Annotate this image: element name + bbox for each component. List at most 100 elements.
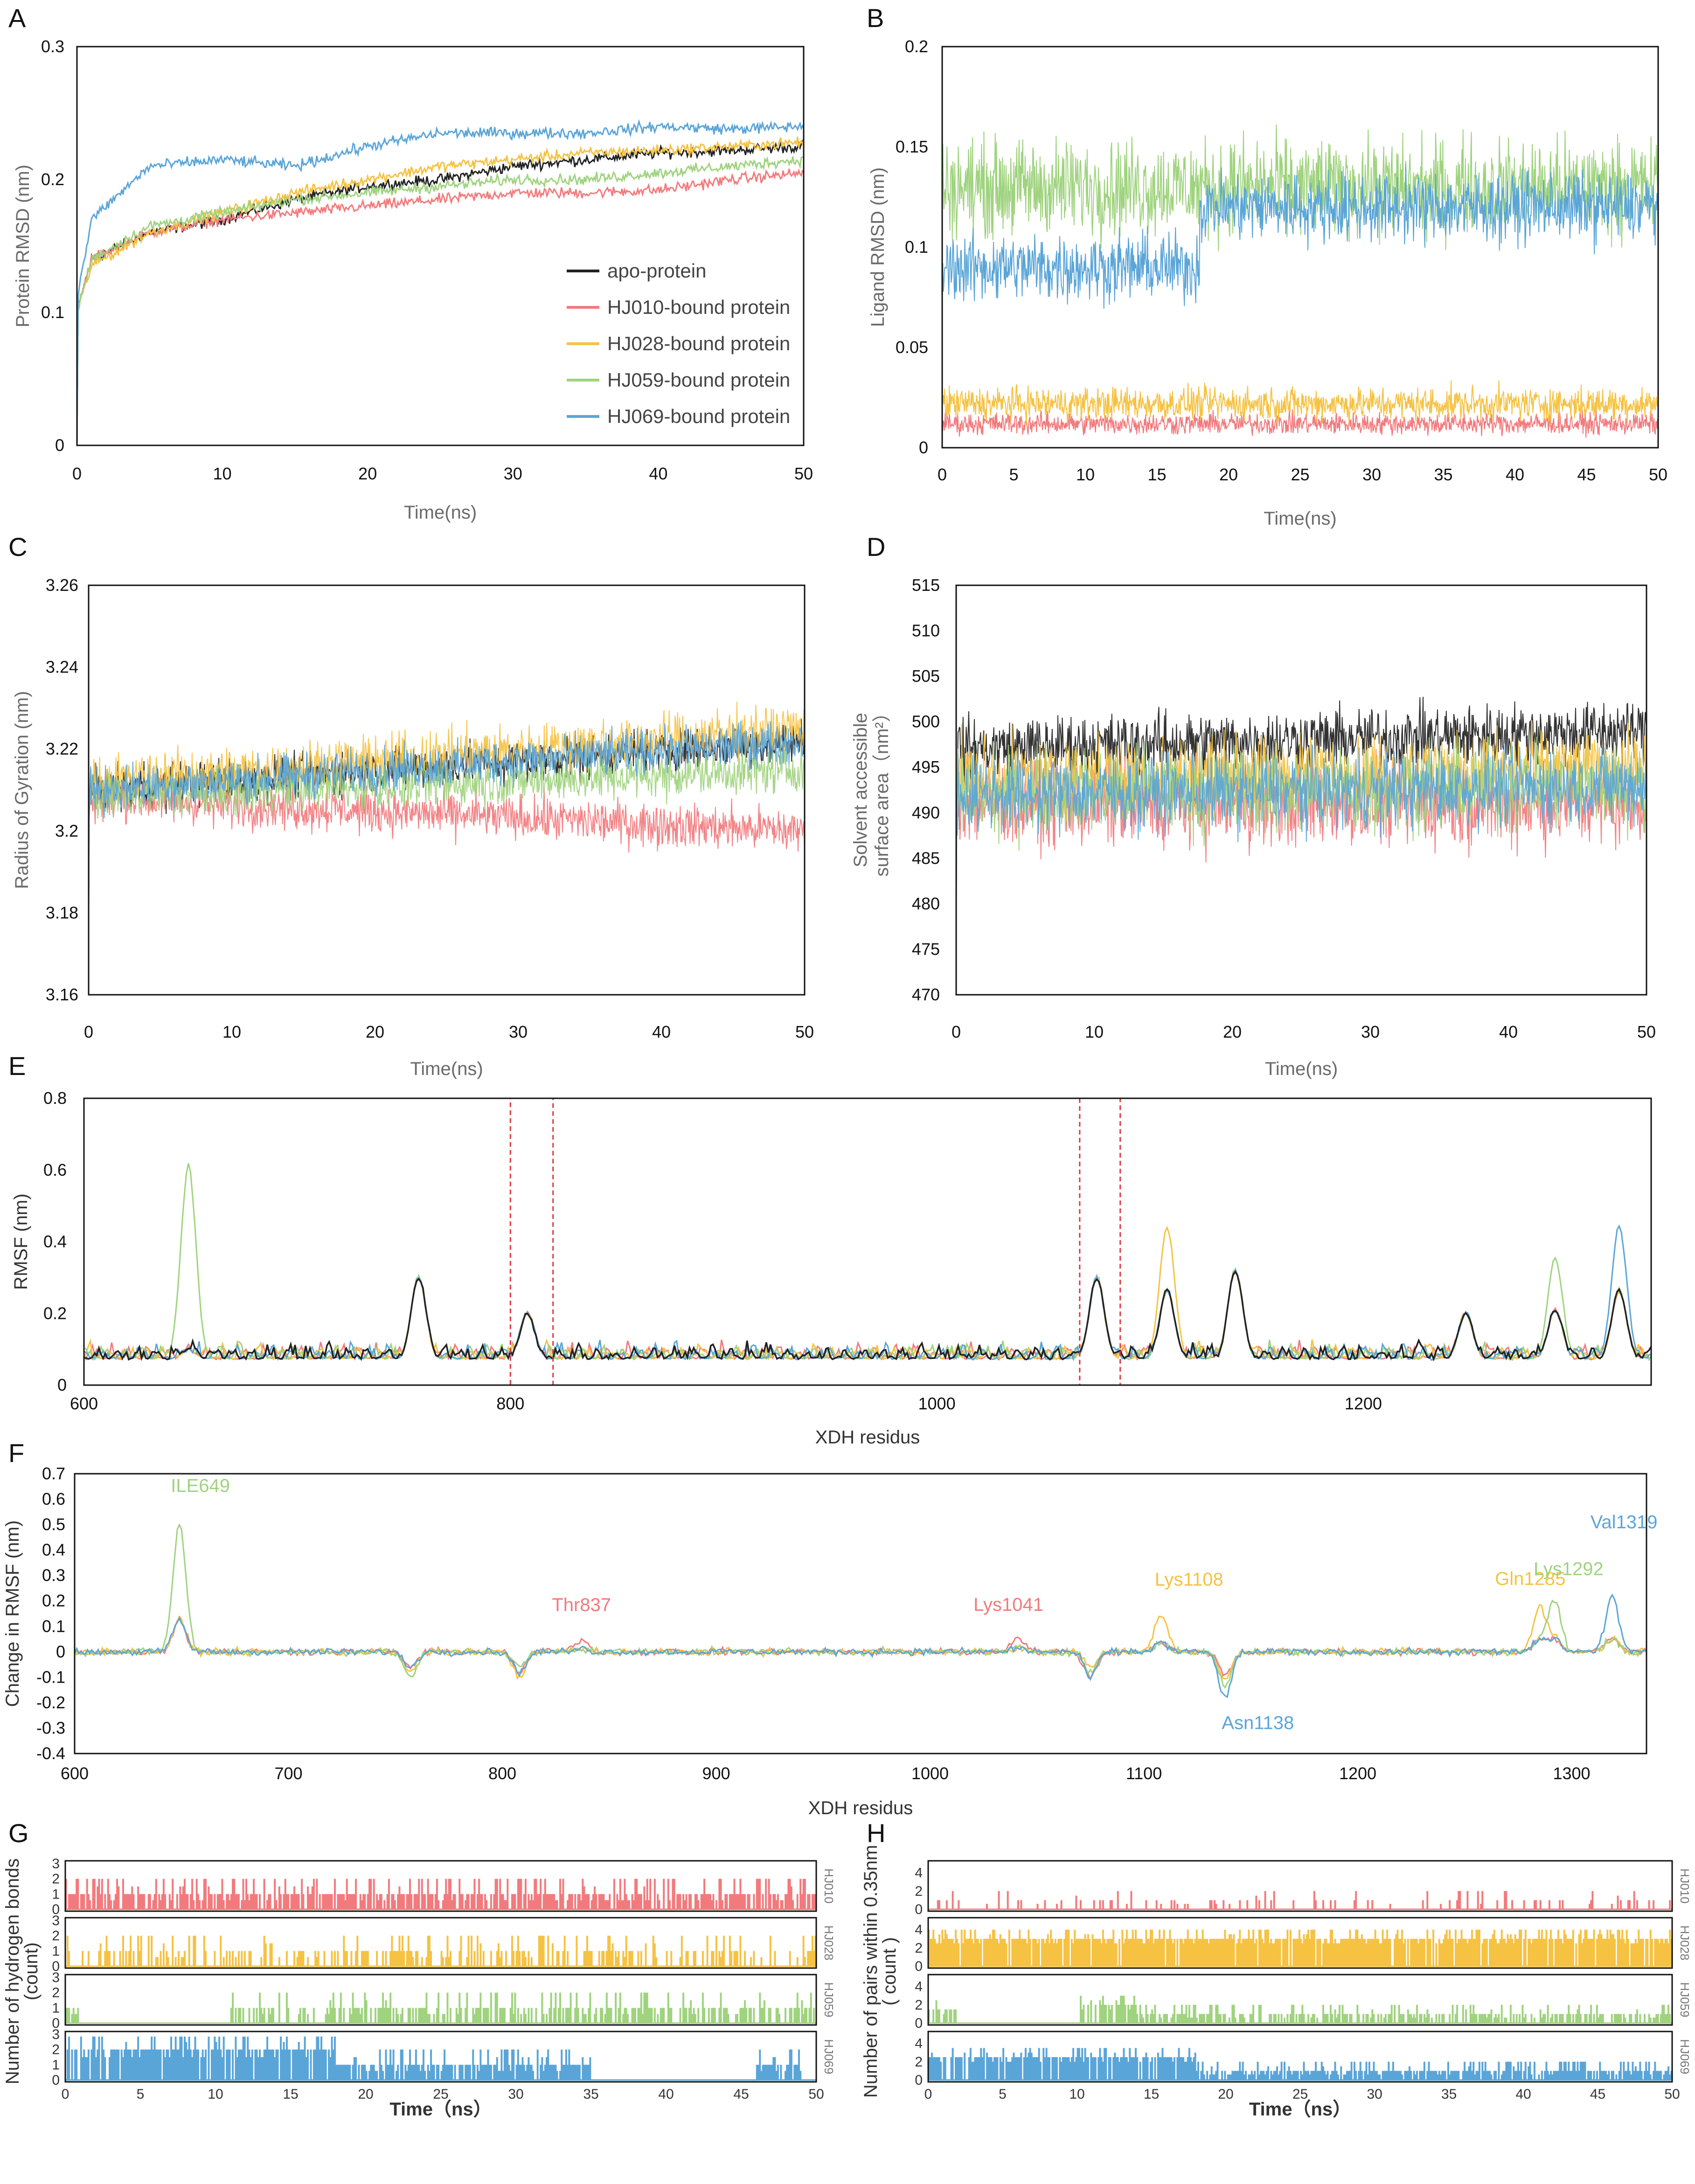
strip-frame <box>927 2031 1673 2083</box>
x-axis-label: Time(ns) <box>410 1059 483 1079</box>
strip-frame <box>64 2031 817 2083</box>
y-axis-label: Change in RMSF (nm) <box>2 1520 23 1707</box>
y-tick-label: 0.05 <box>896 338 928 357</box>
x-tick-label: 10 <box>213 464 232 483</box>
x-tick-label: 10 <box>222 1022 241 1041</box>
panel-letter-F: F <box>8 1438 24 1468</box>
y-tick-label: 0.2 <box>905 37 928 56</box>
y-tick-label: -0.3 <box>36 1718 65 1737</box>
y-tick-label: 0.2 <box>42 1591 65 1610</box>
series-line-hj028 <box>75 1604 1646 1680</box>
panel-letter-A: A <box>8 3 26 33</box>
y-tick-label: 480 <box>912 894 940 913</box>
y-tick-label: 0.1 <box>42 1616 65 1636</box>
y-tick-label: 0 <box>915 2016 923 2031</box>
x-tick-label: 10 <box>1069 2087 1084 2102</box>
annotation-label: Lys1108 <box>1155 1569 1223 1590</box>
x-tick-label: 40 <box>1515 2087 1531 2102</box>
y-tick-label: -0.1 <box>36 1667 65 1686</box>
annotation-label: Asn1138 <box>1222 1713 1294 1733</box>
series-line-hj028 <box>89 701 805 954</box>
series-line-hj028 <box>942 380 1658 426</box>
x-tick-label: 45 <box>1577 465 1596 484</box>
strip-label: HJ028 <box>822 1925 836 1960</box>
annotation-label: Thr837 <box>552 1595 611 1615</box>
panel-a: 0 10 20 30 40 50 0 0.1 0.2 0.3 Time(ns) Protein RMS… <box>13 37 813 523</box>
y-tick-label: 3.18 <box>46 903 78 922</box>
y-tick-label: 0 <box>52 1902 60 1917</box>
x-tick-label: 15 <box>283 2087 298 2102</box>
x-tick-label: 45 <box>733 2087 749 2102</box>
x-tick-label: 1200 <box>1345 1394 1382 1413</box>
x-tick-label: 30 <box>504 464 522 483</box>
y-tick-label: 510 <box>912 621 940 640</box>
y-tick-label: 0.4 <box>43 1232 67 1251</box>
panel-letter-D: D <box>867 532 885 562</box>
panel-f: 600 700 800 900 1000 1100 1200 1300 -0.4 -0.3 -0.2… <box>2 1464 1658 1818</box>
x-tick-label: 5 <box>999 2087 1007 2102</box>
x-tick-label: 0 <box>924 2087 932 2102</box>
x-tick-label: 0 <box>72 464 82 483</box>
series-line-hj069 <box>89 721 805 954</box>
y-tick-label: 3.26 <box>46 575 78 595</box>
series-line-hj059 <box>77 156 804 445</box>
panel-b: 0 5 10 15 20 25 30 35 40 45 50 0 0.05 0.1 0.15 0.2 Time(… <box>868 37 1667 529</box>
x-tick-label: 10 <box>1076 465 1095 484</box>
x-tick-label: 25 <box>433 2087 448 2102</box>
x-tick-label: 0 <box>952 1022 961 1041</box>
x-tick-label: 40 <box>652 1022 671 1041</box>
y-tick-label: 505 <box>912 666 940 686</box>
x-tick-label: 1200 <box>1339 1764 1376 1783</box>
y-tick-label: 0 <box>915 1959 923 1974</box>
x-axis-label: XDH residus <box>808 1798 913 1818</box>
strip-label: HJ059 <box>1678 1982 1692 2017</box>
y-tick-label: 0.3 <box>41 37 64 56</box>
x-tick-label: 50 <box>795 1022 814 1041</box>
x-tick-label: 5 <box>137 2087 145 2102</box>
annotation-label: Lys1292 <box>1534 1559 1604 1580</box>
x-tick-label: 40 <box>1506 465 1524 484</box>
panel-c: 0 10 20 30 40 50 3.16 3.18 3.2 3.22 3.24 3.26 Time(n… <box>12 575 814 1079</box>
panel-letter-G: G <box>8 1818 29 1848</box>
x-tick-label: 50 <box>1664 2087 1680 2102</box>
x-tick-label: 0 <box>938 465 947 484</box>
x-tick-label: 700 <box>274 1764 302 1783</box>
x-tick-label: 1300 <box>1553 1764 1590 1783</box>
y-tick-label: 0 <box>915 2073 923 2088</box>
panel-letter-H: H <box>867 1818 885 1848</box>
x-tick-label: 5 <box>1009 465 1018 484</box>
x-tick-label: 20 <box>1223 1022 1242 1041</box>
series-line-hj028 <box>84 1226 1651 1361</box>
series-line-hj069 <box>956 743 1646 954</box>
series-line-hj059 <box>956 735 1646 954</box>
y-tick-label: 4 <box>915 1922 923 1938</box>
series-line-apo <box>89 719 805 954</box>
y-tick-label: 0 <box>55 436 64 455</box>
annotation-label: ILE649 <box>171 1476 230 1496</box>
panel-letter-C: C <box>8 532 27 562</box>
y-tick-label: 1 <box>52 1886 60 1902</box>
annotation-label: Gln1285 <box>1495 1569 1565 1589</box>
y-tick-label: 515 <box>912 575 940 595</box>
x-tick-label: 15 <box>1147 465 1166 484</box>
series-line-hj010 <box>942 409 1658 438</box>
legend-label: HJ059-bound protein <box>607 369 790 391</box>
strip-label: HJ010 <box>822 1868 836 1903</box>
plot-frame-b <box>941 46 1659 449</box>
y-axis-label-line2: surface area（nm²） <box>872 703 892 876</box>
y-tick-label: 0 <box>57 1375 67 1394</box>
strip-frame <box>64 1974 817 2026</box>
x-tick-label: 900 <box>702 1764 730 1783</box>
y-axis-label-line1: Number of pairs within 0.35nm <box>861 1845 881 2098</box>
y-tick-label: 475 <box>912 939 940 958</box>
y-tick-label: 1 <box>52 2000 60 2016</box>
y-tick-label: 0.6 <box>43 1160 67 1179</box>
y-tick-label: 2 <box>52 2042 60 2058</box>
y-tick-label: 1 <box>52 1943 60 1959</box>
y-tick-label: 3 <box>52 1970 60 1985</box>
strip-label: HJ010 <box>1678 1868 1692 1903</box>
strip-frame <box>64 1860 817 1912</box>
x-tick-label: 30 <box>508 2087 523 2102</box>
series-line-apo <box>84 1270 1651 1362</box>
